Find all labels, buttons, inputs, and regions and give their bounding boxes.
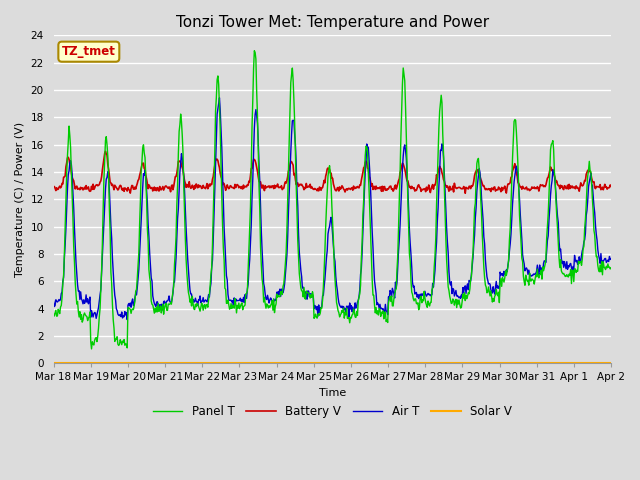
Solar V [204, 360, 211, 366]
Panel T [402, 104, 410, 109]
Battery V [175, 158, 182, 164]
Air T [117, 314, 125, 320]
Panel T [204, 304, 212, 310]
Text: TZ_tmet: TZ_tmet [62, 45, 116, 58]
Air T [60, 275, 67, 280]
Air T [607, 256, 615, 262]
Battery V [60, 174, 67, 180]
Panel T [250, 48, 258, 54]
Air T [204, 296, 212, 302]
Battery V [118, 186, 125, 192]
Panel T [175, 151, 182, 156]
Solar V [50, 360, 58, 366]
Solar V [117, 360, 125, 366]
Solar V [173, 360, 181, 366]
Solar V [417, 360, 424, 366]
Air T [418, 291, 426, 297]
Panel T [118, 342, 125, 348]
Air T [402, 147, 410, 153]
Battery V [461, 191, 469, 196]
Title: Tonzi Tower Met: Temperature and Power: Tonzi Tower Met: Temperature and Power [176, 15, 489, 30]
Line: Panel T: Panel T [54, 51, 611, 349]
Panel T [88, 346, 95, 352]
Panel T [418, 300, 426, 306]
Battery V [417, 189, 425, 194]
Solar V [607, 360, 615, 366]
Air T [175, 206, 182, 212]
Panel T [60, 272, 67, 278]
Panel T [50, 311, 58, 317]
Battery V [50, 184, 58, 190]
Legend: Panel T, Battery V, Air T, Solar V: Panel T, Battery V, Air T, Solar V [148, 401, 516, 423]
Battery V [401, 166, 408, 172]
Air T [124, 317, 131, 323]
Air T [216, 95, 223, 101]
Battery V [204, 186, 212, 192]
Panel T [607, 265, 615, 271]
Line: Air T: Air T [54, 98, 611, 320]
Solar V [400, 360, 408, 366]
Air T [50, 298, 58, 304]
X-axis label: Time: Time [319, 388, 346, 398]
Solar V [60, 360, 67, 366]
Line: Battery V: Battery V [54, 151, 611, 193]
Y-axis label: Temperature (C) / Power (V): Temperature (C) / Power (V) [15, 122, 25, 277]
Battery V [102, 148, 109, 154]
Battery V [607, 183, 615, 189]
